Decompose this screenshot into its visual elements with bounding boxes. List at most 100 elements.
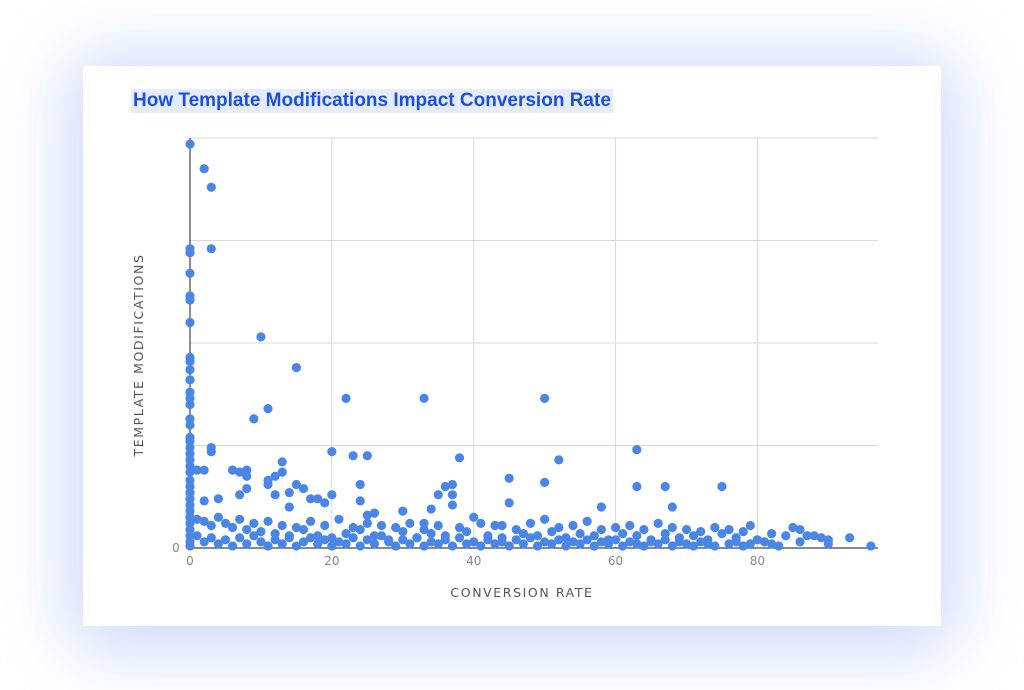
data-point [540,393,550,403]
data-point [327,490,337,500]
data-point [369,508,380,518]
data-point [362,451,372,461]
data-point [263,404,273,414]
y-tick-label: 0 [172,541,180,555]
data-point [547,539,557,549]
data-point [653,518,663,528]
data-point [660,481,670,492]
data-point [738,541,748,551]
data-point [646,537,656,547]
data-point [688,531,699,541]
data-point [681,524,692,535]
data-point [192,465,202,475]
data-point [220,518,231,528]
data-point [277,520,287,531]
data-point [185,420,195,430]
data-point [270,471,280,481]
data-point [298,537,309,547]
data-point [788,522,798,533]
data-point [738,527,748,537]
data-point [235,514,245,524]
data-point [426,504,436,514]
data-point [383,537,394,547]
data-point [270,535,280,545]
data-point [561,533,571,543]
data-point [206,447,216,457]
data-point [667,541,677,551]
data-point [284,533,294,543]
data-point [589,531,599,541]
data-point [249,531,259,541]
data-point [497,537,507,547]
scatter-plot: 0 20 40 60 80 0 CONVERSION RATE TEMPLATE MODIFI… [131,137,878,600]
data-point [547,527,557,537]
data-point [504,473,514,483]
data-point [334,537,344,547]
data-point [440,535,450,545]
data-point [518,539,528,549]
data-point [717,481,727,492]
data-point [660,535,670,545]
data-point [575,539,585,549]
data-point [426,529,436,539]
data-point [298,483,309,494]
data-point [447,479,458,490]
data-point [454,533,465,543]
data-point [504,498,514,508]
data-point [419,524,429,535]
data-point [745,520,755,531]
chart-title: How Template Modifications Impact Conver… [131,89,613,113]
x-tick-label: 20 [324,554,339,568]
data-point [206,520,216,531]
data-point [369,539,380,549]
data-point [355,541,365,551]
chart-card: How Template Modifications Impact Conver… [83,66,941,626]
data-point [391,541,401,551]
data-point [242,539,252,549]
data-point [341,539,351,549]
data-point [596,502,606,512]
data-point [454,522,465,533]
data-point [454,453,465,463]
data-point [731,537,741,547]
data-point [242,483,252,494]
x-tick-label: 40 [466,554,481,568]
data-point [235,467,245,477]
data-point [540,477,550,487]
data-point [185,139,195,149]
data-point [355,524,365,535]
data-point [348,533,358,543]
data-point [341,529,351,539]
data-point [582,535,592,545]
data-point [213,539,223,549]
data-point [795,524,805,535]
x-tick-label: 80 [750,554,765,568]
data-point [433,539,443,549]
data-point [618,529,628,539]
data-point [554,522,564,533]
x-axis-label: CONVERSION RATE [450,585,593,600]
data-point [575,529,585,539]
data-point [462,527,472,537]
data-point [199,164,209,174]
data-point [313,539,323,549]
data-point [185,248,195,258]
data-point [270,490,280,500]
data-point [398,506,408,516]
data-point [568,520,578,531]
data-point [348,451,358,461]
data-point [192,531,202,541]
data-point [327,541,337,551]
data-point [199,465,209,475]
data-point [369,531,380,541]
data-point [405,518,415,528]
data-point [305,516,316,526]
data-point [291,479,301,490]
data-point [206,182,216,192]
data-point [185,356,195,367]
data-point [320,535,330,545]
data-point [249,518,259,528]
data-point [639,524,649,535]
data-point [362,518,372,528]
data-point [497,520,507,531]
